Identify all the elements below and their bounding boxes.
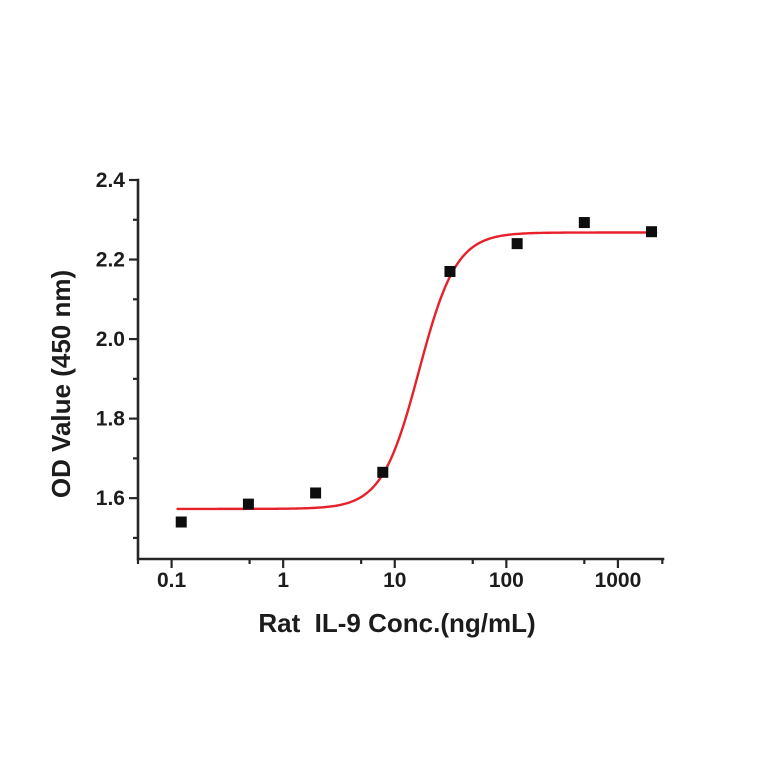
- data-point-marker: [646, 226, 658, 238]
- data-points-group: [175, 217, 658, 528]
- fit-curve: [176, 231, 658, 511]
- y-axis-tick-label: 2.0: [96, 328, 125, 351]
- data-point-marker: [511, 238, 523, 250]
- data-point-marker: [444, 265, 456, 277]
- axis-spines: [136, 178, 665, 561]
- y-axis-tick-label: 2.2: [96, 249, 125, 272]
- x-axis-tick-label: 10: [383, 569, 406, 592]
- y-axis-title: OD Value (450 nm): [46, 270, 76, 498]
- y-axis-tick-label: 2.4: [96, 169, 126, 192]
- axes: 2.4 2.2 2.0 1.8 1.6 0.1 1 10 100 1000: [96, 169, 665, 592]
- fit-curve-group: [176, 231, 658, 511]
- data-point-marker: [242, 498, 254, 510]
- y-axis-tick-label: 1.8: [96, 408, 126, 431]
- x-axis-tick-label: 1: [277, 569, 289, 592]
- data-point-marker: [578, 217, 590, 229]
- x-axis-tick-label: 100: [489, 569, 524, 592]
- x-axis-title: Rat IL-9 Conc.(ng/mL): [258, 608, 535, 638]
- x-axis-tick-label: 0.1: [157, 569, 187, 592]
- data-point-marker: [175, 516, 187, 528]
- x-axis-tick-label: 1000: [595, 569, 642, 592]
- data-point-marker: [310, 487, 322, 499]
- data-point-marker: [377, 466, 389, 478]
- y-axis-tick-label: 1.6: [96, 487, 125, 510]
